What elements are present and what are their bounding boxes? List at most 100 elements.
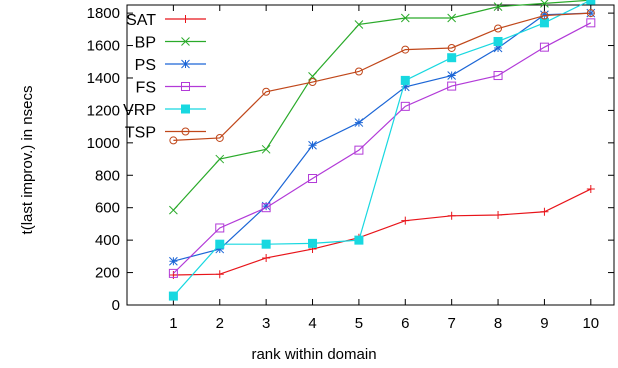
legend-marker — [181, 104, 190, 114]
legend-label: FS — [136, 80, 156, 97]
legend-marker — [181, 59, 190, 69]
legend-label: SAT — [126, 12, 156, 29]
x-tick-label: 8 — [494, 315, 502, 332]
data-point — [262, 87, 271, 96]
series-vrp — [168, 0, 596, 301]
data-point — [354, 67, 363, 76]
data-point — [354, 235, 364, 245]
series-line-fs — [172, 22, 592, 274]
data-point — [168, 291, 178, 301]
plot-frame — [126, 4, 615, 306]
x-tick-label: 2 — [216, 315, 224, 332]
data-point — [586, 185, 595, 194]
y-tick-label: 800 — [95, 167, 120, 184]
y-tick-label: 600 — [95, 200, 120, 217]
series-line-sat — [173, 188, 592, 276]
legend-label: TSP — [125, 125, 156, 142]
data-point — [447, 43, 456, 52]
data-point — [215, 239, 225, 249]
legend-marker — [181, 37, 190, 46]
y-tick-label: 1200 — [87, 102, 120, 119]
data-point — [308, 71, 317, 81]
legend-marker — [181, 15, 190, 23]
data-point — [354, 20, 364, 29]
data-point — [169, 205, 178, 215]
data-point — [540, 10, 549, 20]
data-point — [493, 2, 503, 11]
series-line-ps — [173, 12, 591, 262]
data-point — [494, 24, 503, 33]
data-point — [400, 75, 410, 85]
data-point — [493, 71, 503, 81]
data-point — [540, 207, 549, 216]
data-point — [169, 136, 178, 145]
data-point — [168, 268, 178, 278]
data-point — [169, 256, 178, 266]
data-point — [261, 144, 271, 154]
data-point — [586, 9, 595, 18]
y-tick-label: 1000 — [87, 135, 120, 152]
data-point — [261, 201, 271, 211]
data-point — [401, 45, 410, 54]
series-line-tsp — [173, 12, 591, 142]
data-point — [540, 0, 549, 8]
data-point — [401, 216, 410, 225]
data-point — [539, 18, 549, 28]
x-tick-label: 6 — [401, 315, 409, 332]
data-point — [354, 145, 364, 155]
legend-item-ps: PS — [135, 57, 206, 74]
x-tick-label: 3 — [262, 315, 270, 332]
data-point — [262, 253, 271, 262]
legend-item-vrp: VRP — [123, 102, 206, 119]
y-tick-label: 400 — [95, 232, 120, 249]
axes: 0 200 400 600 800 1000 1200 1400 1600 1800 1 2 3 4 5 6 7… — [87, 4, 615, 332]
data-point — [586, 8, 596, 18]
data-point — [586, 18, 596, 28]
data-point — [400, 101, 410, 111]
data-point — [354, 118, 364, 127]
data-point — [215, 270, 224, 279]
data-point — [586, 0, 596, 5]
data-point — [493, 36, 503, 46]
data-point — [215, 244, 225, 254]
data-point — [215, 133, 224, 142]
data-point — [400, 82, 410, 92]
x-tick-label: 10 — [582, 315, 599, 332]
y-tick-label: 1800 — [87, 5, 120, 22]
data-point — [494, 211, 503, 219]
data-point — [308, 78, 317, 87]
data-point — [215, 154, 225, 164]
legend: SAT BP PS FS VRP TSP — [123, 12, 206, 142]
y-axis-title: t(last improv.) in nsecs — [19, 86, 36, 235]
series-lines — [168, 0, 596, 301]
data-point — [540, 11, 549, 20]
series-ps — [169, 8, 596, 266]
x-tick-label: 7 — [447, 315, 455, 332]
data-point — [447, 81, 457, 91]
y-tick-label: 1400 — [87, 70, 120, 87]
data-point — [447, 53, 457, 63]
series-line-vrp — [172, 0, 592, 297]
legend-item-sat: SAT — [126, 12, 206, 29]
x-tick-label: 1 — [169, 315, 177, 332]
legend-label: VRP — [123, 102, 156, 119]
legend-marker — [181, 127, 190, 136]
series-bp — [169, 0, 596, 215]
legend-item-tsp: TSP — [125, 125, 206, 142]
data-point — [261, 203, 271, 213]
data-point — [447, 13, 457, 23]
data-point — [261, 239, 271, 249]
y-tick-label: 1600 — [87, 38, 120, 55]
y-tick-label: 200 — [95, 265, 120, 282]
legend-label: BP — [135, 35, 156, 52]
x-axis-title: rank within domain — [251, 346, 376, 363]
series-fs — [168, 18, 596, 278]
legend-item-bp: BP — [135, 35, 206, 52]
data-point — [308, 140, 317, 150]
x-tick-label: 5 — [355, 315, 363, 332]
legend-marker — [181, 82, 190, 91]
series-tsp — [169, 9, 595, 145]
data-point — [539, 42, 549, 52]
data-point — [215, 223, 225, 233]
